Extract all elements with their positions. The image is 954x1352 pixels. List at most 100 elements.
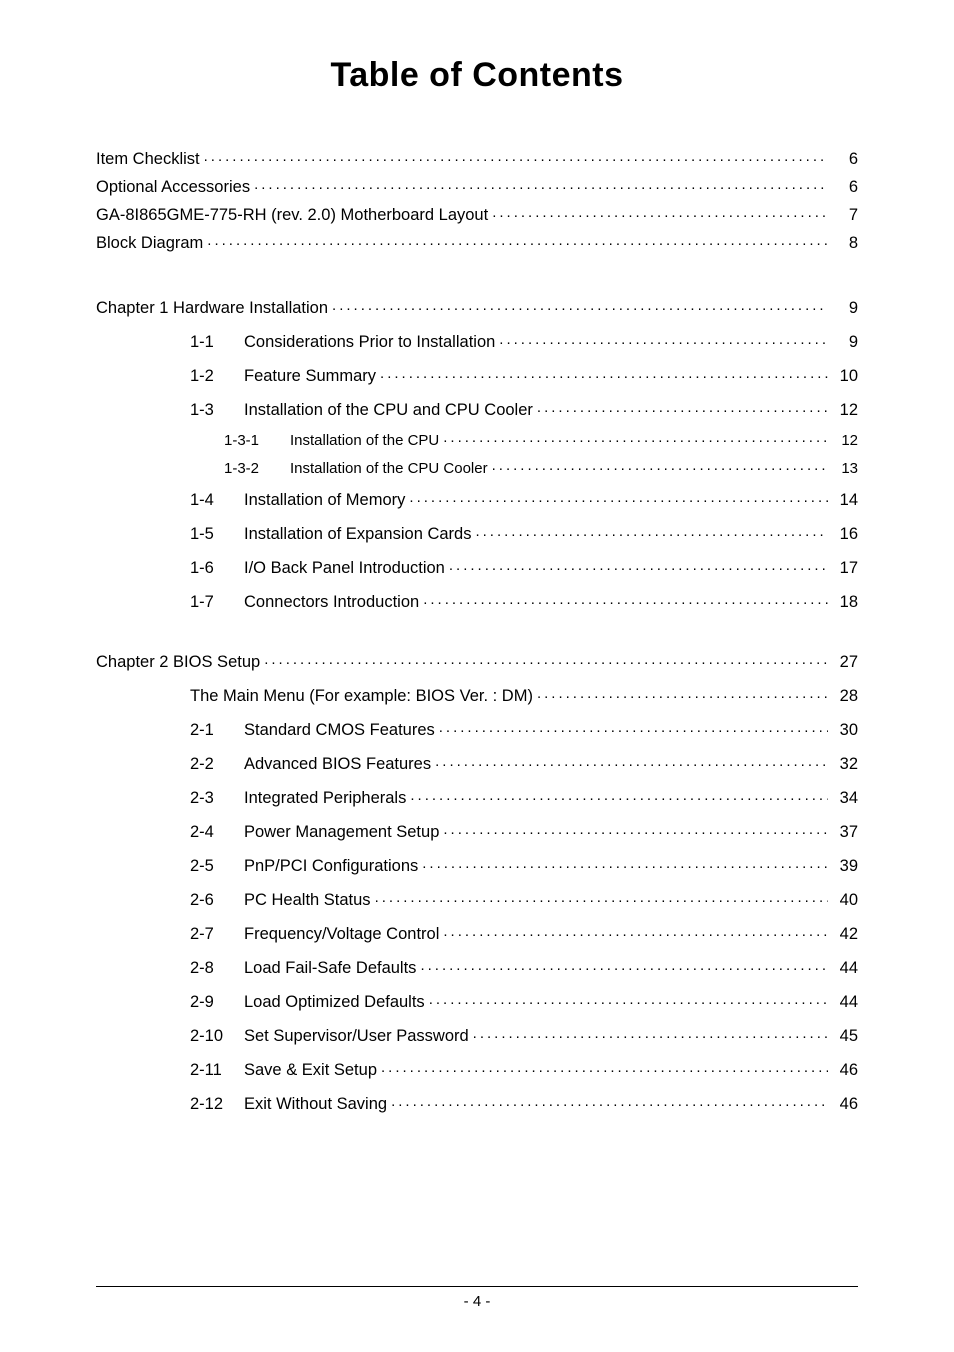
toc-row: GA-8I865GME-775-RH (rev. 2.0) Motherboar… xyxy=(96,199,858,227)
toc-section-title: Save & Exit Setup xyxy=(244,1062,377,1079)
toc-page: 6 xyxy=(832,151,858,168)
toc-label: 1-6 I/O Back Panel Introduction xyxy=(190,560,445,577)
toc-label: 1-3-2 Installation of the CPU Cooler xyxy=(224,461,488,476)
toc-section-title: Connectors Introduction xyxy=(244,594,419,611)
toc-page: 42 xyxy=(832,926,858,943)
toc-row: 2-1 Standard CMOS Features 30 xyxy=(96,711,858,745)
toc-leader xyxy=(443,430,828,445)
toc-section-title: Standard CMOS Features xyxy=(244,722,435,739)
toc-leader xyxy=(499,330,828,347)
toc-row: 1-5 Installation of Expansion Cards 16 xyxy=(96,515,858,549)
toc-label: 2-5 PnP/PCI Configurations xyxy=(190,858,418,875)
toc-block-ch1: Chapter 1 Hardware Installation 9 1-1 Co… xyxy=(96,289,858,617)
toc-page: 34 xyxy=(832,790,858,807)
page-number: - 4 - xyxy=(464,1293,491,1310)
toc-row: 2-7 Frequency/Voltage Control 42 xyxy=(96,915,858,949)
toc-page: 28 xyxy=(832,688,858,705)
toc-subsection-title: Installation of the CPU xyxy=(290,433,439,448)
toc-label: 2-11 Save & Exit Setup xyxy=(190,1062,377,1079)
toc-block-ch2: Chapter 2 BIOS Setup 27 The Main Menu (F… xyxy=(96,643,858,1119)
toc-label: 2-10 Set Supervisor/User Password xyxy=(190,1028,469,1045)
toc-page: 37 xyxy=(832,824,858,841)
toc-page: 9 xyxy=(832,300,858,317)
toc-label: Item Checklist xyxy=(96,151,200,168)
toc-section-title: Power Management Setup xyxy=(244,824,439,841)
toc-page: 40 xyxy=(832,892,858,909)
toc-row: 1-3 Installation of the CPU and CPU Cool… xyxy=(96,391,858,425)
toc-page: 18 xyxy=(832,594,858,611)
toc-page: 39 xyxy=(832,858,858,875)
toc-leader xyxy=(435,752,828,769)
toc-page: 12 xyxy=(832,433,858,448)
toc-section-title: Frequency/Voltage Control xyxy=(244,926,439,943)
toc-subrow: 1-3-1 Installation of the CPU 12 xyxy=(96,425,858,453)
toc-label: 2-2 Advanced BIOS Features xyxy=(190,756,431,773)
toc-section-number: 2-1 xyxy=(190,722,224,739)
toc-page: 30 xyxy=(832,722,858,739)
toc-leader xyxy=(420,956,828,973)
toc-leader xyxy=(409,488,828,505)
toc-label: 1-3-1 Installation of the CPU xyxy=(224,433,439,448)
toc-leader xyxy=(449,556,828,573)
toc-label: Chapter 2 BIOS Setup xyxy=(96,654,260,671)
toc-row: Optional Accessories 6 xyxy=(96,171,858,199)
toc-section-title: Integrated Peripherals xyxy=(244,790,406,807)
toc-section-number: 2-10 xyxy=(190,1028,224,1045)
toc-leader xyxy=(473,1024,828,1041)
toc-leader xyxy=(492,203,828,220)
toc-page: 32 xyxy=(832,756,858,773)
toc-row: 1-7 Connectors Introduction 18 xyxy=(96,583,858,617)
toc-section-title: Installation of the CPU and CPU Cooler xyxy=(244,402,533,419)
toc-leader xyxy=(204,147,828,164)
toc-leader xyxy=(423,590,828,607)
toc-section-number: 1-5 xyxy=(190,526,224,543)
toc-section-title: Considerations Prior to Installation xyxy=(244,334,495,351)
toc-page: 27 xyxy=(832,654,858,671)
toc-row: 2-6 PC Health Status 40 xyxy=(96,881,858,915)
toc-page: 46 xyxy=(832,1096,858,1113)
toc-section-number: 1-2 xyxy=(190,368,224,385)
toc-label: 1-7 Connectors Introduction xyxy=(190,594,419,611)
toc-section-number: 2-7 xyxy=(190,926,224,943)
toc-label: 2-8 Load Fail-Safe Defaults xyxy=(190,960,416,977)
toc-row: 2-4 Power Management Setup 37 xyxy=(96,813,858,847)
toc-leader xyxy=(381,1058,828,1075)
toc-leader xyxy=(375,888,828,905)
toc-subsection-title: Installation of the CPU Cooler xyxy=(290,461,488,476)
toc-row: 2-10 Set Supervisor/User Password 45 xyxy=(96,1017,858,1051)
toc-section-number: 2-9 xyxy=(190,994,224,1011)
toc-label: 2-4 Power Management Setup xyxy=(190,824,439,841)
toc-label: 1-5 Installation of Expansion Cards xyxy=(190,526,471,543)
toc-row: 1-6 I/O Back Panel Introduction 17 xyxy=(96,549,858,583)
toc-section-title: Load Fail-Safe Defaults xyxy=(244,960,416,977)
toc-block-pre: Item Checklist 6 Optional Accessories 6 … xyxy=(96,143,858,255)
toc-row: 2-8 Load Fail-Safe Defaults 44 xyxy=(96,949,858,983)
toc-section-title: Load Optimized Defaults xyxy=(244,994,425,1011)
toc-page: 8 xyxy=(832,235,858,252)
toc-leader xyxy=(475,522,828,539)
toc-section-number: 1-6 xyxy=(190,560,224,577)
toc-row: The Main Menu (For example: BIOS Ver. : … xyxy=(96,677,858,711)
toc-section-number: 2-5 xyxy=(190,858,224,875)
toc-section-number: 1-3 xyxy=(190,402,224,419)
toc-row: Block Diagram 8 xyxy=(96,227,858,255)
toc-section-number: 2-6 xyxy=(190,892,224,909)
toc-label: 1-2 Feature Summary xyxy=(190,368,376,385)
toc-page: 13 xyxy=(832,461,858,476)
toc-label: 2-9 Load Optimized Defaults xyxy=(190,994,425,1011)
toc-page: 6 xyxy=(832,179,858,196)
toc-row: 2-9 Load Optimized Defaults 44 xyxy=(96,983,858,1017)
toc-leader xyxy=(492,458,828,473)
toc-leader xyxy=(332,296,828,313)
toc-section-title: Set Supervisor/User Password xyxy=(244,1028,469,1045)
toc-label: GA-8I865GME-775-RH (rev. 2.0) Motherboar… xyxy=(96,207,488,224)
toc-label: 1-4 Installation of Memory xyxy=(190,492,405,509)
toc-label: 2-1 Standard CMOS Features xyxy=(190,722,435,739)
toc-label: 2-12 Exit Without Saving xyxy=(190,1096,387,1113)
toc-leader xyxy=(537,398,828,415)
toc-row: Item Checklist 6 xyxy=(96,143,858,171)
toc-label: 2-7 Frequency/Voltage Control xyxy=(190,926,439,943)
toc-leader xyxy=(410,786,828,803)
toc-page: 9 xyxy=(832,334,858,351)
toc-label: The Main Menu (For example: BIOS Ver. : … xyxy=(190,688,533,705)
